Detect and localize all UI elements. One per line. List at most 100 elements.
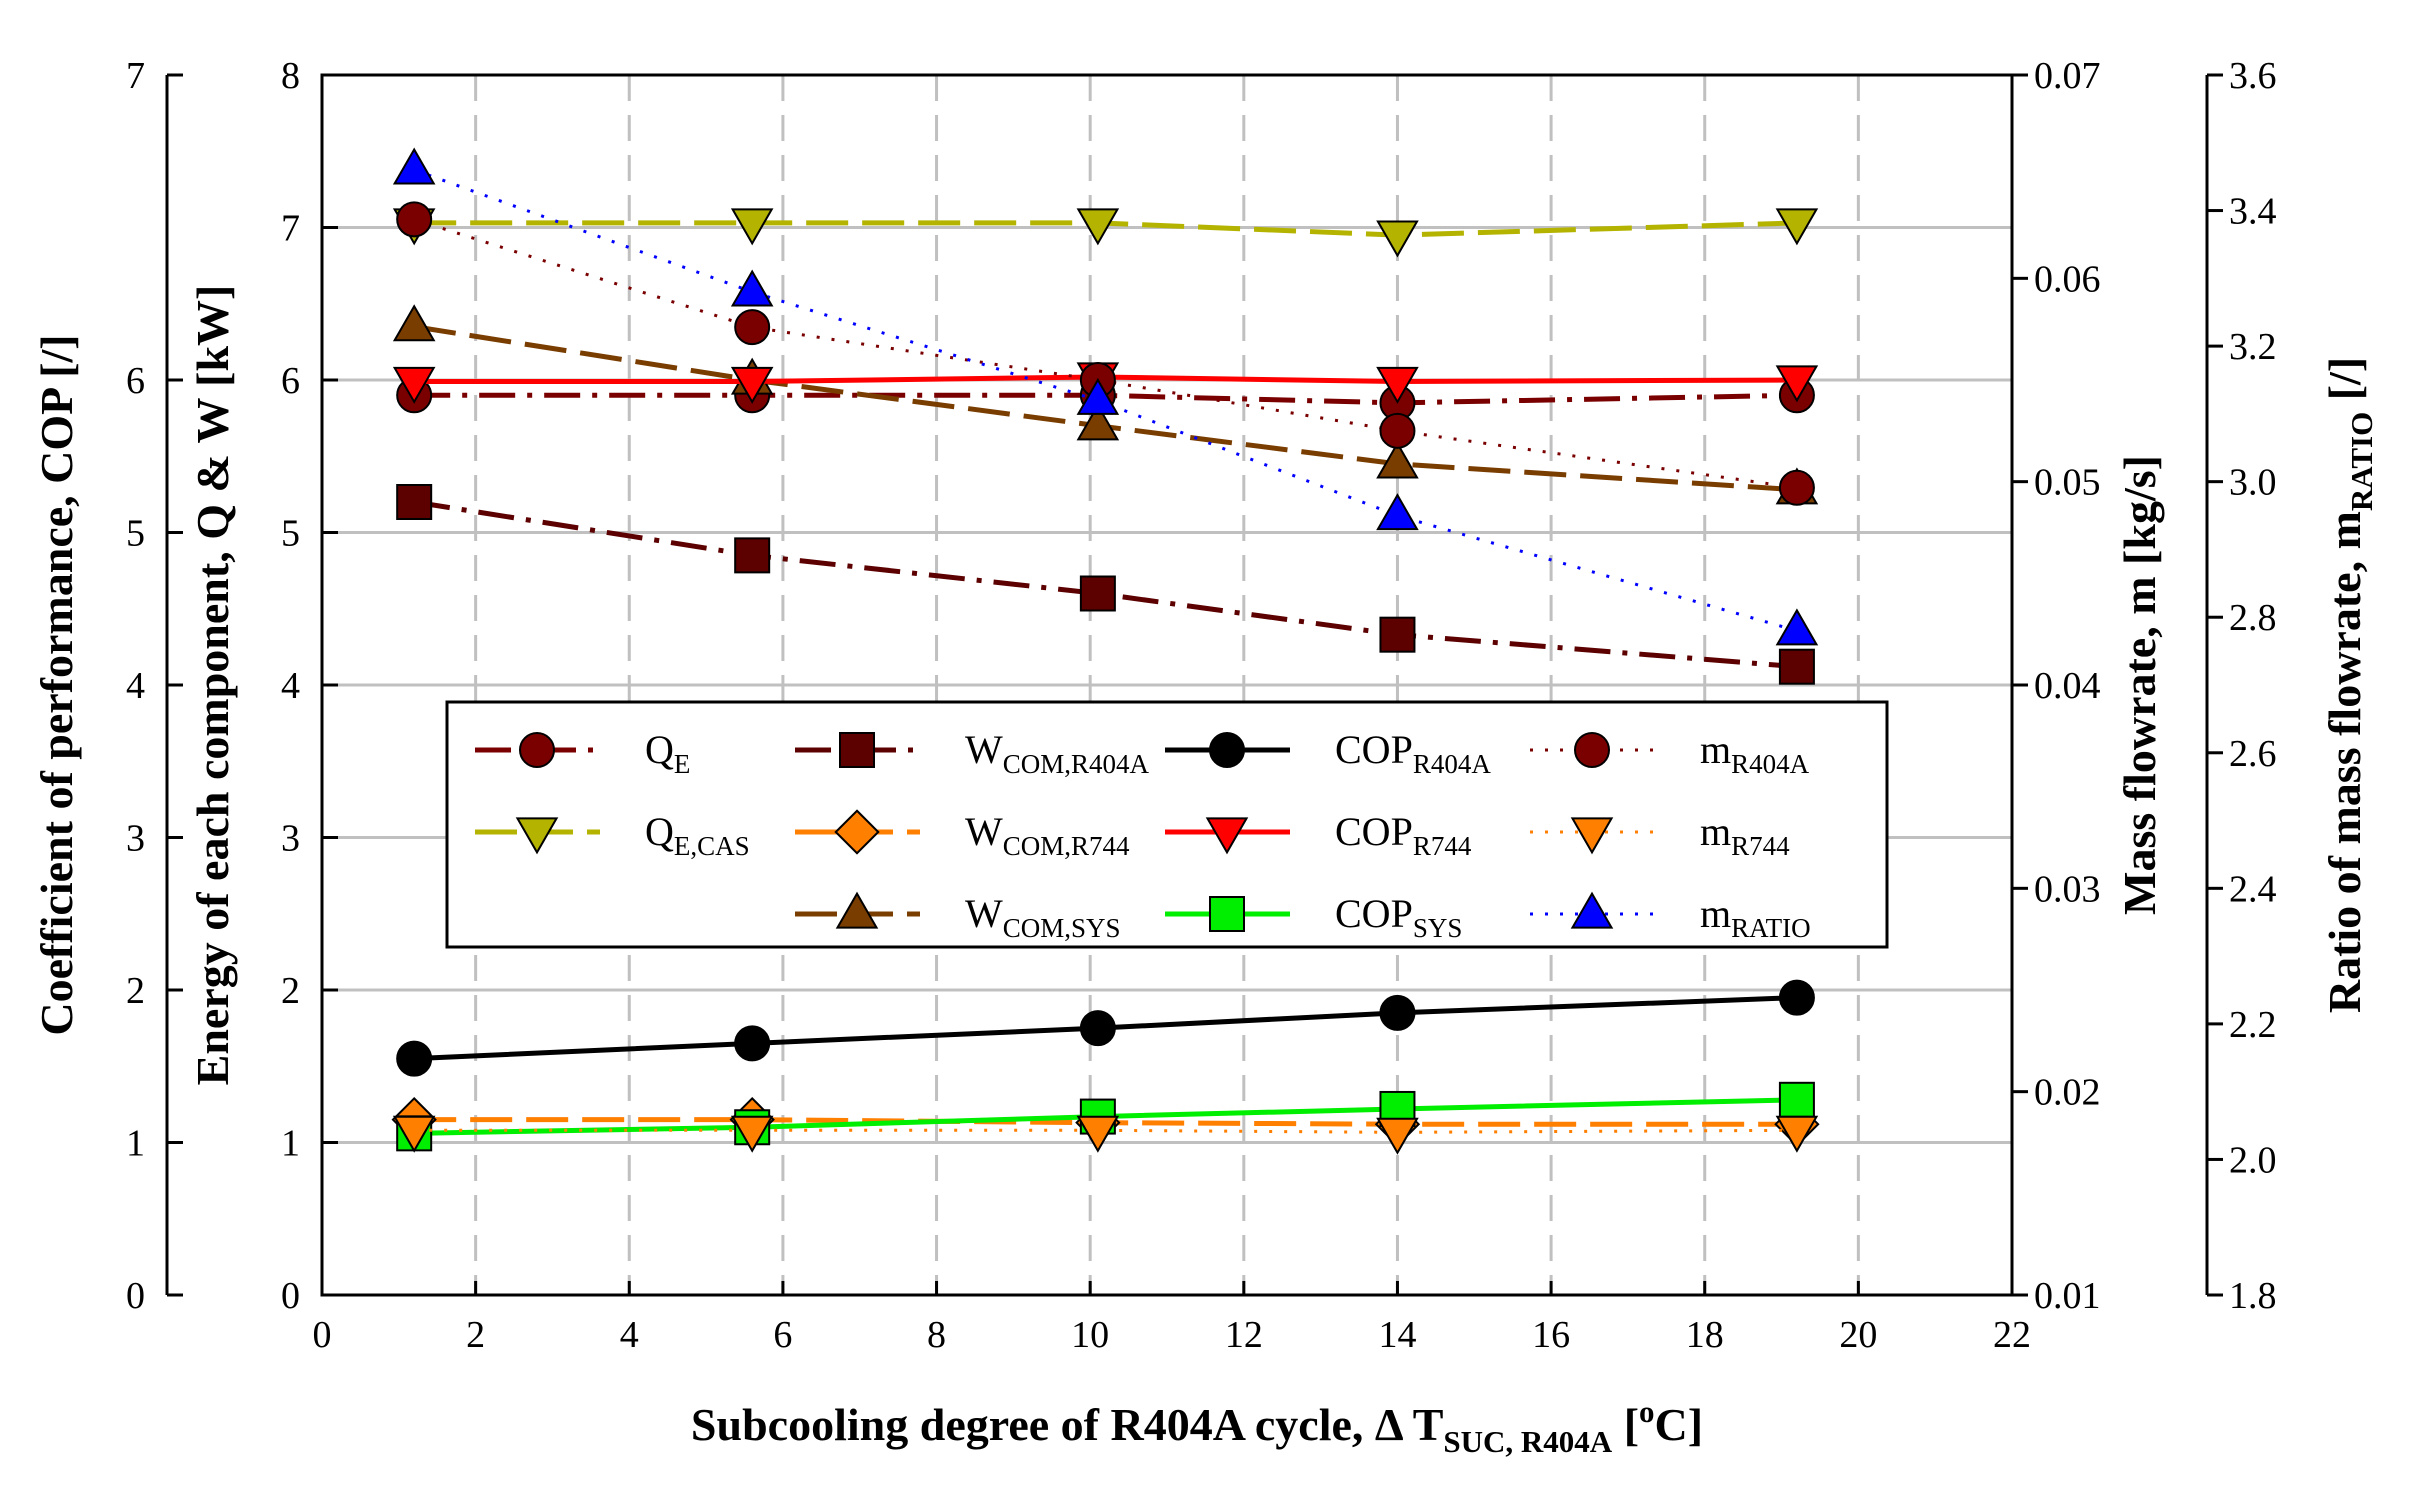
- data-point-WCOMR404A: [396, 484, 433, 520]
- legend-label-sub: R404A: [1731, 749, 1810, 779]
- legend-item-COPR404A: COPR404A: [1165, 727, 1491, 779]
- data-point-mR404A: [1778, 469, 1815, 506]
- x-tick-label: 2: [466, 1314, 485, 1356]
- ratio-axis: 1.8 2.0 2.2 2.4 2.6 2.8 3.0 3.2 3.4 3.6 Ratio of m…: [2205, 55, 2379, 1317]
- legend-label: WCOM,SYS: [965, 891, 1121, 943]
- ratio-tick-label: 2.4: [2229, 868, 2277, 910]
- data-point-COPR744: [1376, 366, 1419, 404]
- data-point-QECAS: [730, 208, 774, 246]
- x-axis-title-sup: o: [1639, 1394, 1655, 1429]
- ratio-axis-title-main: Ratio of mass flowrate, m: [2319, 511, 2370, 1013]
- legend-label-main: COP: [1335, 727, 1413, 772]
- x-tick-label: 22: [1993, 1314, 2031, 1356]
- ratio-tick-label: 3.2: [2229, 326, 2277, 368]
- data-point-mRATIO: [1076, 377, 1120, 415]
- data-point-COPR744: [730, 366, 774, 404]
- cop-tick-label: 4: [126, 665, 145, 707]
- legend-label-sub: R744: [1413, 831, 1472, 861]
- data-point-COPR404A: [1079, 1010, 1116, 1047]
- data-point-WCOMR404A: [1379, 616, 1416, 653]
- energy-tick-label: 8: [281, 55, 300, 97]
- legend-label: COPR744: [1335, 809, 1472, 861]
- legend-label: WCOM,R404A: [965, 727, 1150, 779]
- mass-tick-label: 0.06: [2034, 258, 2101, 300]
- legend-swatch-marker: [1209, 732, 1245, 768]
- x-tick-label: 18: [1686, 1314, 1724, 1356]
- legend-item-QE: QE: [475, 727, 690, 779]
- legend-label-main: m: [1700, 727, 1731, 772]
- legend-label-sub: COM,SYS: [1003, 913, 1121, 943]
- data-point-mRATIO: [1775, 608, 1819, 646]
- legend-label-sub: RATIO: [1731, 913, 1811, 943]
- legend-swatch-marker: [1209, 896, 1245, 932]
- legend-swatch-marker: [839, 732, 875, 768]
- x-tick-label: 12: [1225, 1314, 1263, 1356]
- legend-label-main: COP: [1335, 891, 1413, 936]
- mass-tick-label: 0.05: [2034, 462, 2101, 504]
- x-axis-title-sub: SUC, R404A: [1443, 1424, 1612, 1459]
- mass-axis-title: Mass flowrate, m [kg/s]: [2114, 455, 2165, 915]
- ratio-tick-label: 2.0: [2229, 1139, 2277, 1181]
- x-axis-title: Subcooling degree of R404A cycle, Δ TSUC…: [691, 1394, 1703, 1459]
- data-point-mR744: [1076, 1115, 1120, 1153]
- legend-label-main: W: [965, 727, 1003, 772]
- mass-tick-label: 0.04: [2034, 665, 2101, 707]
- data-point-mR744: [392, 1115, 436, 1153]
- legend-label-sub: SYS: [1413, 913, 1463, 943]
- legend-label: COPSYS: [1335, 891, 1462, 943]
- legend-item-mRATIO: mRATIO: [1530, 891, 1811, 943]
- legend-label: QE: [645, 727, 690, 779]
- x-tick-label: 16: [1532, 1314, 1570, 1356]
- x-axis-title-units-close: C]: [1655, 1399, 1704, 1450]
- legend-label: mR404A: [1700, 727, 1810, 779]
- series-line-WCOMR404A: [413, 499, 1798, 670]
- series-line-mR744: [414, 1128, 1797, 1134]
- ratio-axis-title: Ratio of mass flowrate, mRATIO [/]: [2319, 357, 2379, 1013]
- legend-label: mR744: [1700, 809, 1790, 861]
- ratio-tick-label: 2.6: [2229, 733, 2277, 775]
- cop-tick-label: 5: [126, 513, 145, 555]
- data-point-QECAS: [1376, 220, 1419, 258]
- legend-label: COPR404A: [1335, 727, 1491, 779]
- legend-swatch-marker: [1574, 732, 1610, 768]
- cop-tick-label: 3: [126, 818, 145, 860]
- mass-tick-label: 0.03: [2034, 868, 2101, 910]
- energy-axis: 0 1 2 3 4 5 6 7 8 Energy of each component, Q & W…: [187, 55, 338, 1317]
- cop-axis-title-main: Coefficient of performance, COP [/]: [31, 334, 82, 1035]
- cop-axis: 0 1 2 3 4 5 6 7 Coefficient of performance, COP …: [31, 55, 183, 1317]
- x-tick-label: 6: [773, 1314, 792, 1356]
- cop-tick-label: 6: [126, 360, 145, 402]
- data-point-mR744: [1376, 1117, 1419, 1155]
- data-point-COPR404A: [734, 1025, 771, 1062]
- legend-label-main: W: [965, 809, 1003, 854]
- x-tick-label: 8: [927, 1314, 946, 1356]
- cop-tick-label: 1: [126, 1123, 145, 1165]
- data-point-mR744: [730, 1115, 774, 1153]
- data-point-COPR744: [392, 366, 436, 404]
- legend-item-COPR744: COPR744: [1165, 809, 1472, 861]
- series-mR404A: [396, 201, 1815, 506]
- series-line-mR404A: [413, 217, 1798, 490]
- legend-label-sub: COM,R404A: [1003, 749, 1150, 779]
- x-tick-label: 20: [1839, 1314, 1877, 1356]
- data-point-COPR404A: [1778, 979, 1815, 1016]
- data-point-WCOMSYS: [1076, 403, 1120, 441]
- legend-item-WCOMR404A: WCOM,R404A: [795, 727, 1150, 779]
- energy-tick-label: 6: [281, 360, 300, 402]
- legend-swatch-marker: [515, 817, 559, 855]
- legend-item-mR744: mR744: [1530, 809, 1790, 861]
- data-point-mR404A: [1379, 412, 1416, 449]
- mass-tick-label: 0.02: [2034, 1072, 2101, 1114]
- legend-swatch-marker: [834, 809, 880, 855]
- legend-swatch-marker: [835, 891, 879, 929]
- data-point-WCOMSYS: [392, 304, 436, 342]
- legend-label-sub: E: [674, 749, 691, 779]
- ratio-tick-label: 1.8: [2229, 1275, 2277, 1317]
- data-point-COPR404A: [1379, 994, 1416, 1031]
- energy-tick-label: 1: [281, 1123, 300, 1165]
- legend-label-sub: COM,R744: [1003, 831, 1130, 861]
- mass-axis: 0.01 0.02 0.03 0.04 0.05 0.06 0.07 Mass flowrat…: [2010, 55, 2165, 1317]
- legend-item-mR404A: mR404A: [1530, 727, 1810, 779]
- legend-label-main: m: [1700, 891, 1731, 936]
